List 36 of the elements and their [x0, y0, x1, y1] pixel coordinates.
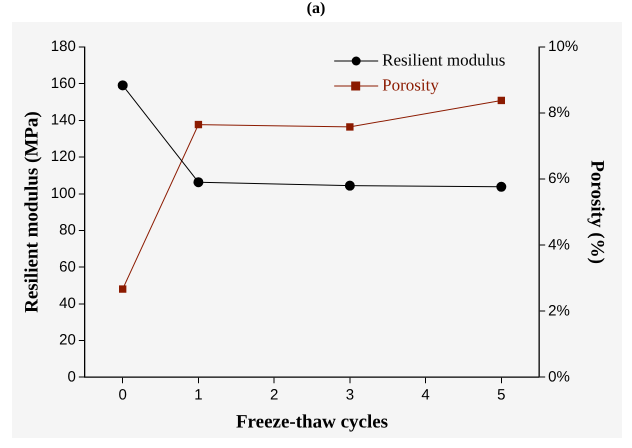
x-tick-label: 3 [346, 386, 354, 404]
point [344, 180, 355, 191]
y-tick-label: 100 [50, 184, 76, 202]
y-tick-label: 40 [59, 294, 76, 312]
x-tick-label: 5 [497, 386, 506, 404]
chart-title: (a) [306, 0, 326, 18]
y2-tick-label: 10% [548, 38, 578, 56]
y2-tick-label: 0% [548, 368, 570, 386]
legend-label: Porosity [382, 75, 440, 94]
y-tick-label: 0 [67, 368, 76, 386]
legend-label: Resilient modulus [382, 50, 506, 70]
point [496, 182, 506, 192]
point [194, 120, 202, 128]
point [119, 285, 126, 293]
x-tick-label: 2 [270, 386, 278, 404]
y2-tick-label: 4% [548, 236, 570, 254]
x-axis-title: Freeze-thaw cycles [236, 412, 388, 433]
point [498, 96, 505, 104]
y-tick-label: 80 [59, 222, 76, 239]
y2-tick-label: 6% [548, 170, 570, 188]
y-tick-label: 20 [59, 332, 76, 349]
y2-axis-title: Porosity (%) [586, 160, 608, 264]
x-tick-label: 1 [194, 386, 203, 404]
point [118, 80, 128, 90]
x-tick-label: 4 [421, 386, 430, 404]
y2-tick-label: 8% [548, 104, 570, 122]
y-tick-label: 180 [50, 38, 76, 56]
y-tick-label: 140 [50, 112, 76, 129]
y2-tick-label: 2% [548, 302, 570, 320]
y-tick-label: 160 [50, 74, 76, 92]
y-tick-label: 60 [59, 258, 76, 276]
y-axis-title: Resilient modulus (MPa) [21, 111, 42, 313]
point [193, 177, 204, 188]
point [346, 123, 354, 131]
x-tick-label: 0 [118, 386, 127, 404]
y-tick-label: 120 [50, 148, 76, 166]
